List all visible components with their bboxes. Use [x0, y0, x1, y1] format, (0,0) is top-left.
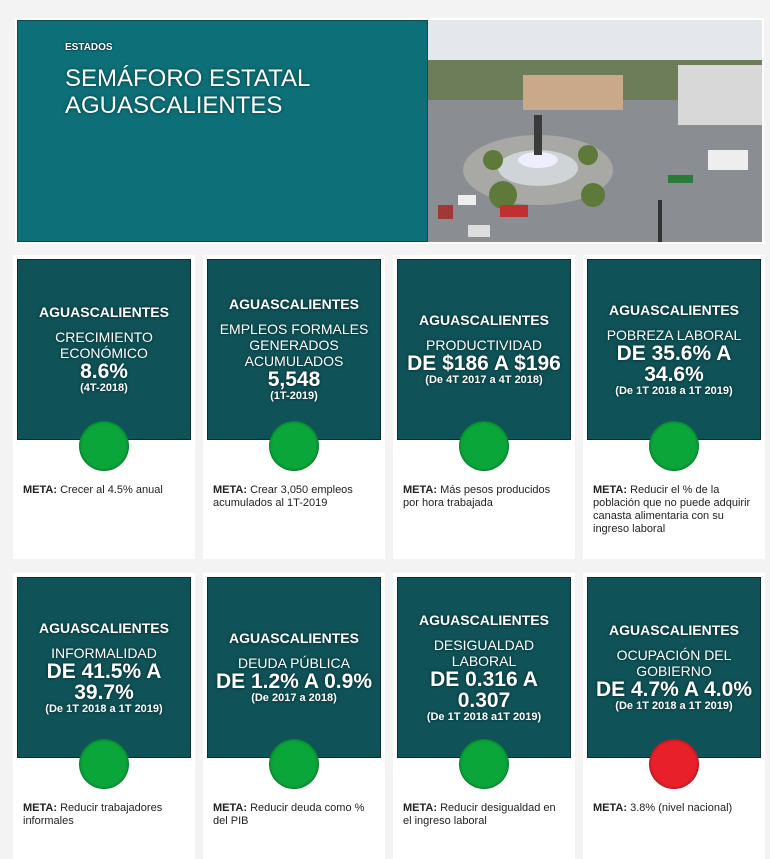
- indicator-period: (De 1T 2018 a 1T 2019): [615, 700, 733, 712]
- traffic-light-green-icon: [649, 421, 699, 471]
- indicator-name: CRECIMIENTO ECONÓMICO: [55, 329, 153, 361]
- indicator-period: (De 1T 2018 a 1T 2019): [615, 384, 733, 397]
- meta-value: 3.8% (nivel nacional): [630, 802, 733, 814]
- goal-text: META: Crecer al 4.5% anual: [23, 484, 187, 497]
- indicator-value: DE 35.6% A 34.6%: [616, 341, 732, 386]
- traffic-light-green-icon: [79, 421, 129, 471]
- title-line: AGUASCALIENTES: [65, 92, 283, 119]
- goal-text: META: Reducir deuda como % del PIB: [213, 802, 377, 828]
- indicator-value: 8.6%: [80, 360, 128, 383]
- section-kicker: ESTADOS: [65, 42, 113, 53]
- indicator-box: AGUASCALIENTES INFORMALIDAD DE 41.5% A 3…: [17, 577, 191, 758]
- meta-value: Reducir deuda como % del PIB: [213, 802, 365, 827]
- page-title: SEMÁFORO ESTATAL AGUASCALIENTES: [65, 65, 310, 119]
- indicator-period: (De 1T 2018 a 1T 2019): [45, 702, 163, 715]
- indicator-card: AGUASCALIENTES DEUDA PÚBLICA DE 1.2% A 0…: [203, 573, 385, 859]
- indicator-card: AGUASCALIENTES INFORMALIDAD DE 41.5% A 3…: [13, 573, 195, 859]
- meta-value: Crecer al 4.5% anual: [60, 484, 163, 496]
- meta-value: Reducir el % de la población que no pued…: [593, 484, 751, 535]
- traffic-light-green-icon: [459, 739, 509, 789]
- indicator-value: DE 0.316 A 0.307: [430, 667, 538, 712]
- indicator-name: DESIGUALDAD LABORAL: [433, 636, 535, 669]
- state-name: AGUASCALIENTES: [419, 312, 549, 328]
- meta-value: Crear 3,050 empleos acumulados al 1T-201…: [213, 484, 353, 509]
- meta-label: META:: [593, 802, 628, 814]
- hero-panel: ESTADOS SEMÁFORO ESTATAL AGUASCALIENTES: [17, 20, 428, 242]
- indicator-period: (De 2017 a 2018): [251, 692, 337, 704]
- indicator-period: (De 1T 2018 a1T 2019): [426, 710, 542, 723]
- meta-label: META:: [403, 484, 438, 496]
- meta-value: Reducir trabajadores informales: [23, 802, 163, 827]
- indicator-name: EMPLEOS FORMALES GENERADOS ACUMULADOS: [219, 321, 369, 369]
- indicator-name: INFORMALIDAD: [51, 644, 157, 661]
- traffic-light-green-icon: [269, 421, 319, 471]
- indicator-period: (1T-2019): [270, 390, 318, 402]
- indicator-box: AGUASCALIENTES POBREZA LABORAL DE 35.6% …: [587, 259, 761, 440]
- indicator-value: DE 4.7% A 4.0%: [595, 678, 752, 701]
- indicator-card: AGUASCALIENTES POBREZA LABORAL DE 35.6% …: [583, 255, 765, 559]
- indicator-period: (4T-2018): [80, 382, 128, 394]
- meta-label: META:: [403, 802, 438, 814]
- state-name: AGUASCALIENTES: [39, 304, 169, 320]
- indicator-card: AGUASCALIENTES OCUPACIÓN DEL GOBIERNO DE…: [583, 573, 765, 859]
- state-name: AGUASCALIENTES: [229, 296, 359, 312]
- indicator-value: 5,548: [267, 368, 321, 391]
- indicator-card: AGUASCALIENTES PRODUCTIVIDAD DE $186 A $…: [393, 255, 575, 559]
- meta-label: META:: [23, 484, 58, 496]
- indicator-box: AGUASCALIENTES EMPLEOS FORMALES GENERADO…: [207, 259, 381, 440]
- title-line: SEMÁFORO ESTATAL: [65, 65, 311, 92]
- header-banner: ESTADOS SEMÁFORO ESTATAL AGUASCALIENTES: [15, 18, 764, 244]
- state-name: AGUASCALIENTES: [229, 630, 359, 646]
- traffic-light-green-icon: [269, 739, 319, 789]
- indicator-name: POBREZA LABORAL: [606, 326, 742, 343]
- indicator-box: AGUASCALIENTES PRODUCTIVIDAD DE $186 A $…: [397, 259, 571, 440]
- goal-text: META: Reducir trabajadores informales: [23, 802, 187, 828]
- indicator-box: AGUASCALIENTES DESIGUALDAD LABORAL DE 0.…: [397, 577, 571, 758]
- goal-text: META: 3.8% (nivel nacional): [593, 802, 757, 815]
- traffic-light-green-icon: [79, 739, 129, 789]
- state-name: AGUASCALIENTES: [419, 611, 549, 628]
- indicator-card: AGUASCALIENTES EMPLEOS FORMALES GENERADO…: [203, 255, 385, 559]
- indicator-period: (De 4T 2017 a 4T 2018): [425, 374, 543, 386]
- meta-value: Más pesos producidos por hora trabajada: [403, 484, 551, 509]
- goal-text: META: Reducir desigualdad en el ingreso …: [403, 802, 567, 828]
- indicator-value: DE $186 A $196: [407, 352, 561, 375]
- meta-value: Reducir desigualdad en el ingreso labora…: [403, 802, 556, 827]
- state-name: AGUASCALIENTES: [609, 622, 739, 638]
- meta-label: META:: [213, 484, 248, 496]
- meta-label: META:: [593, 484, 628, 496]
- state-name: AGUASCALIENTES: [609, 301, 739, 318]
- state-name: AGUASCALIENTES: [39, 619, 169, 636]
- goal-text: META: Crear 3,050 empleos acumulados al …: [213, 484, 377, 510]
- traffic-light-red-icon: [649, 739, 699, 789]
- indicator-card: AGUASCALIENTES DESIGUALDAD LABORAL DE 0.…: [393, 573, 575, 859]
- meta-label: META:: [23, 802, 58, 814]
- indicator-value: DE 41.5% A 39.7%: [46, 659, 162, 704]
- goal-text: META: Reducir el % de la población que n…: [593, 484, 757, 536]
- indicator-value: DE 1.2% A 0.9%: [215, 670, 372, 693]
- indicator-name: PRODUCTIVIDAD: [426, 337, 542, 353]
- meta-label: META:: [213, 802, 248, 814]
- indicator-box: AGUASCALIENTES DEUDA PÚBLICA DE 1.2% A 0…: [207, 577, 381, 758]
- goal-text: META: Más pesos producidos por hora trab…: [403, 484, 567, 510]
- indicator-box: AGUASCALIENTES CRECIMIENTO ECONÓMICO 8.6…: [17, 259, 191, 440]
- indicator-name: OCUPACIÓN DEL GOBIERNO: [616, 647, 732, 679]
- indicator-box: AGUASCALIENTES OCUPACIÓN DEL GOBIERNO DE…: [587, 577, 761, 758]
- traffic-light-green-icon: [459, 421, 509, 471]
- indicator-card: AGUASCALIENTES CRECIMIENTO ECONÓMICO 8.6…: [13, 255, 195, 559]
- city-photo: [428, 20, 762, 242]
- indicator-name: DEUDA PÚBLICA: [237, 655, 351, 671]
